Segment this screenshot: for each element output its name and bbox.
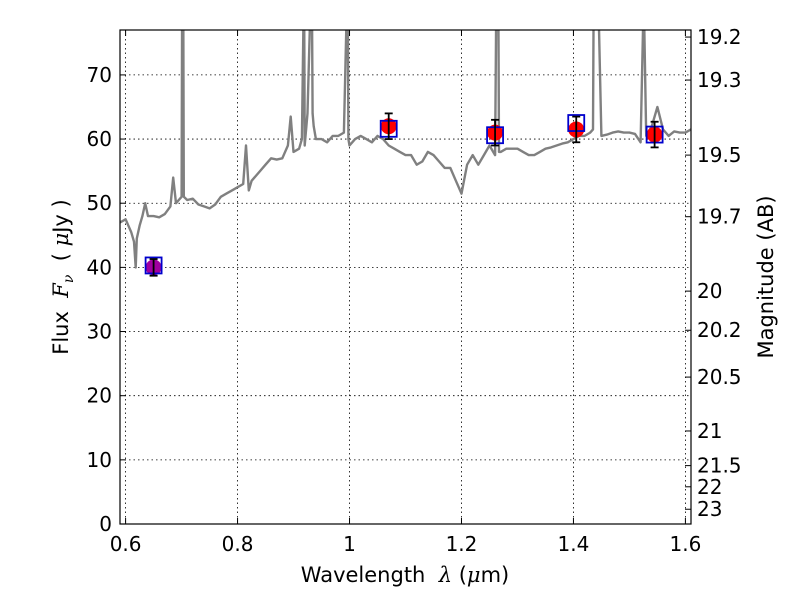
photometry-series <box>144 112 664 277</box>
x-tick-label: 0.8 <box>222 532 254 556</box>
x-tick-label: 1.2 <box>446 532 478 556</box>
x-axis-label: Wavelength λ (μm) <box>301 563 509 587</box>
y2-tick-label: 20.2 <box>697 318 742 342</box>
y-tick-label: 60 <box>87 127 112 151</box>
x-tick-label: 1 <box>343 532 356 556</box>
y2-axis-label: Magnitude (AB) <box>754 195 778 358</box>
plot-frame <box>119 29 692 525</box>
y-tick-label: 20 <box>87 384 112 408</box>
spectrum-series <box>120 30 691 269</box>
y2-tick-label: 22 <box>697 475 722 499</box>
x-tick-label: 1.6 <box>669 532 701 556</box>
y2-tick-label: 20 <box>697 279 722 303</box>
y2-tick-label: 21.5 <box>697 454 742 478</box>
y-tick-label: 40 <box>87 255 112 279</box>
y2-tick-label: 20.5 <box>697 365 742 389</box>
y2-tick-label: 19.5 <box>697 143 742 167</box>
axis-ticks: 0.6 0.8 1 1.2 1.4 1.6 0 10 20 30 40 50 60 70 19.2 19.3 1… <box>87 25 742 556</box>
y2-tick-label: 19.3 <box>697 68 742 92</box>
x-tick-label: 1.4 <box>558 532 590 556</box>
x-tick-label: 0.6 <box>110 532 142 556</box>
y2-tick-label: 19.2 <box>697 25 742 49</box>
y-tick-label: 70 <box>87 63 112 87</box>
y-tick-label: 30 <box>87 320 112 344</box>
y2-tick-label: 23 <box>697 497 722 521</box>
y-tick-label: 0 <box>99 512 112 536</box>
y2-tick-label: 21 <box>697 419 722 443</box>
y2-tick-label: 19.7 <box>697 205 742 229</box>
grid <box>120 30 691 525</box>
y-axis-label: Flux Fν ( μJy ) <box>49 199 77 354</box>
y-tick-label: 50 <box>87 191 112 215</box>
y-tick-label: 10 <box>87 448 112 472</box>
spectrum-line <box>120 30 691 269</box>
